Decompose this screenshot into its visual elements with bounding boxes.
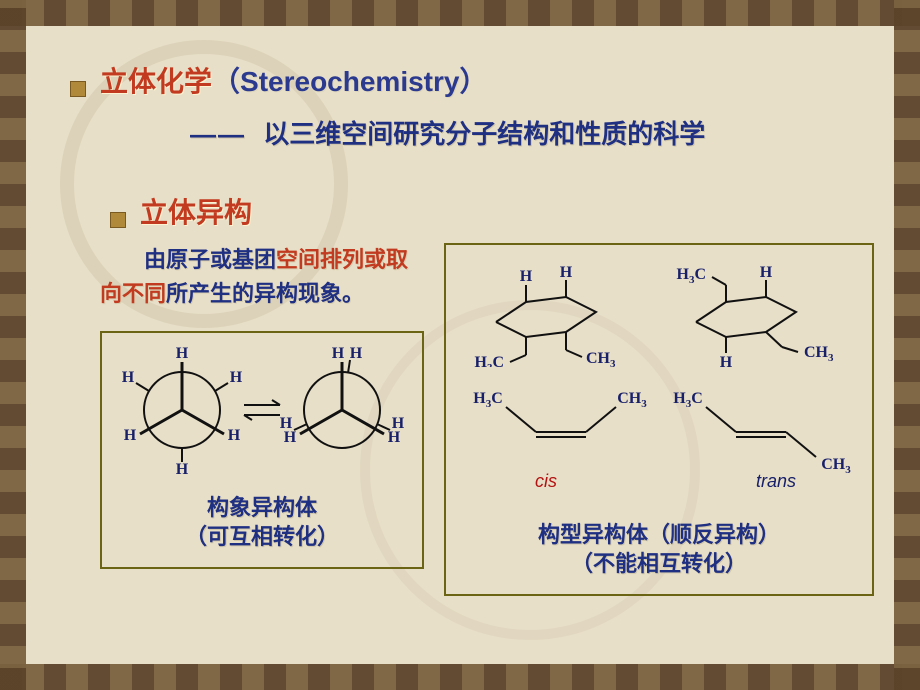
svg-text:H: H xyxy=(392,415,405,432)
svg-text:H: H xyxy=(760,264,773,281)
section-heading-row: 立体异构 xyxy=(110,191,860,231)
title-open-paren: （ xyxy=(212,66,240,97)
conformer-caption-l1: 构象异构体 xyxy=(207,495,317,520)
decorative-border-bottom xyxy=(0,664,920,690)
svg-text:H: H xyxy=(124,427,137,444)
bullet-icon xyxy=(70,81,86,97)
cis-label: cis xyxy=(535,471,557,491)
left-column: 由原子或基团空间排列或取向不同所产生的异构现象。 xyxy=(100,243,424,596)
butene-diagram: H3C CH3 cis H3C CH3 trans xyxy=(456,367,866,507)
svg-text:H: H xyxy=(176,461,189,475)
desc-seg-3: 所产生的异构现象。 xyxy=(166,281,364,306)
config-caption-l1: 构型异构体（顺反异构） xyxy=(538,522,780,547)
conformer-caption: 构象异构体 （可互相转化） xyxy=(112,494,412,551)
cyclohexane-diagram: H H H3C CH3 H3C xyxy=(456,257,866,367)
svg-text:H3C: H3C xyxy=(474,354,504,367)
svg-text:H3C: H3C xyxy=(673,390,703,410)
subtitle-text: 以三维空间研究分子结构和性质的科学 xyxy=(263,119,705,149)
newman-projection-diagram: H H H H H H xyxy=(112,345,412,475)
heading-row: 立体化学（Stereochemistry） xyxy=(70,60,860,100)
svg-text:H: H xyxy=(560,264,573,281)
svg-text:H: H xyxy=(332,345,345,362)
configuration-caption: 构型异构体（顺反异构） （不能相互转化） xyxy=(456,521,862,578)
svg-text:CH3: CH3 xyxy=(617,390,647,410)
decorative-border-top xyxy=(0,0,920,26)
svg-text:H: H xyxy=(176,345,189,362)
two-column-layout: 由原子或基团空间排列或取向不同所产生的异构现象。 xyxy=(100,243,860,596)
svg-text:CH3: CH3 xyxy=(586,350,616,367)
decorative-border-left xyxy=(0,0,26,690)
subtitle: —— 以三维空间研究分子结构和性质的科学 xyxy=(190,114,860,151)
right-column: H H H3C CH3 H3C xyxy=(444,243,874,596)
conformer-caption-l2: （可互相转化） xyxy=(185,524,339,549)
svg-text:CH3: CH3 xyxy=(804,344,834,364)
page-title: 立体化学（Stereochemistry） xyxy=(100,60,487,100)
subtitle-dash: —— xyxy=(190,119,246,149)
conformer-panel: H H H H H H xyxy=(100,331,424,569)
svg-text:H: H xyxy=(520,268,533,285)
description-text: 由原子或基团空间排列或取向不同所产生的异构现象。 xyxy=(100,243,424,311)
svg-text:H: H xyxy=(122,369,135,386)
svg-text:H: H xyxy=(720,354,733,367)
title-cn: 立体化学 xyxy=(100,66,212,97)
bullet-icon xyxy=(110,212,126,228)
trans-label: trans xyxy=(756,471,796,491)
title-close-paren: ） xyxy=(459,66,487,97)
config-caption-l2: （不能相互转化） xyxy=(571,551,747,576)
svg-text:H: H xyxy=(228,427,241,444)
configuration-panel: H H H3C CH3 H3C xyxy=(444,243,874,596)
section-title: 立体异构 xyxy=(140,191,252,231)
svg-text:CH3: CH3 xyxy=(821,456,851,476)
svg-text:H3C: H3C xyxy=(676,266,706,286)
svg-text:H: H xyxy=(280,415,293,432)
slide-content: 立体化学（Stereochemistry） —— 以三维空间研究分子结构和性质的… xyxy=(70,60,860,596)
svg-text:H: H xyxy=(230,369,243,386)
decorative-border-right xyxy=(894,0,920,690)
svg-text:H3C: H3C xyxy=(473,390,503,410)
svg-text:H: H xyxy=(350,345,363,362)
title-en: Stereochemistry xyxy=(240,66,459,97)
desc-seg-1: 由原子或基团 xyxy=(144,247,276,272)
